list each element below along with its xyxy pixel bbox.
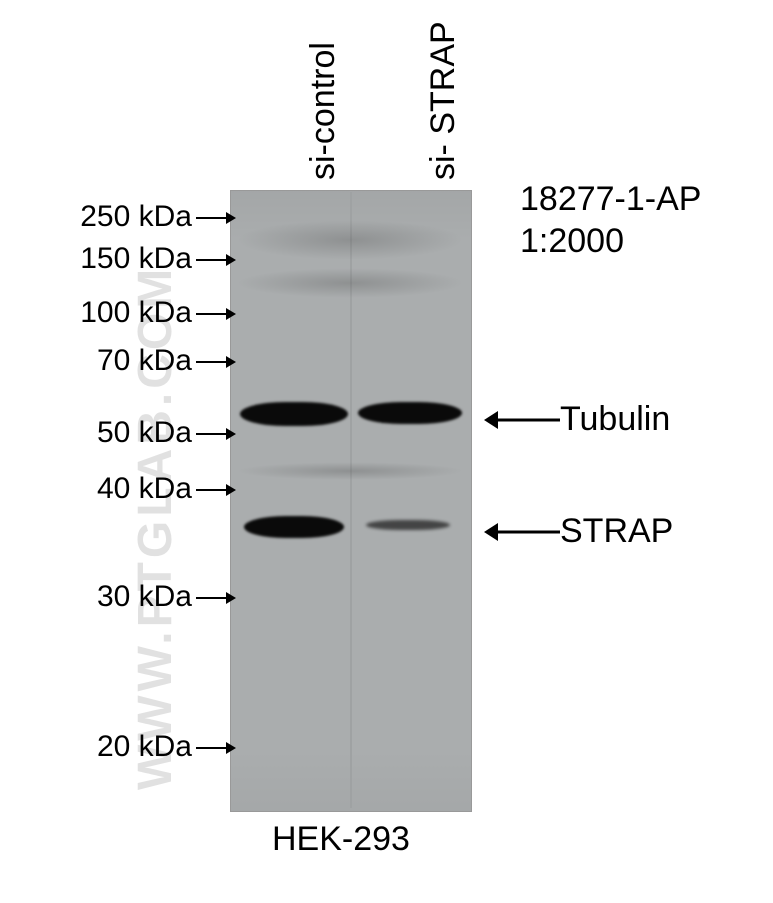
band-tubulin-kd <box>358 402 462 424</box>
smudge-3 <box>236 462 464 480</box>
mw-arrow-0 <box>196 208 238 228</box>
lane-label-control: si-control <box>304 42 343 180</box>
band-arrow-tubulin <box>484 406 562 434</box>
mw-label-5: 40 kDa <box>52 472 192 506</box>
band-strap-ctrl <box>244 516 344 538</box>
mw-label-6: 30 kDa <box>52 580 192 614</box>
figure-canvas: WWW.PTGLAB.COM si-control si- STRAP 1827… <box>0 0 773 903</box>
mw-label-0: 250 kDa <box>52 200 192 234</box>
mw-label-3: 70 kDa <box>52 344 192 378</box>
mw-label-2: 100 kDa <box>52 296 192 330</box>
mw-label-1: 150 kDa <box>52 242 192 276</box>
lane-label-strap: si- STRAP <box>424 21 463 180</box>
band-label-strap: STRAP <box>560 512 673 551</box>
smudge-2 <box>236 268 464 298</box>
mw-label-7: 20 kDa <box>52 730 192 764</box>
smudge-1 <box>236 220 464 260</box>
catalog-number: 18277-1-AP <box>520 180 701 219</box>
mw-arrow-1 <box>196 250 238 270</box>
cell-line-label: HEK-293 <box>272 820 410 859</box>
band-tubulin-ctrl <box>240 402 348 426</box>
band-arrow-strap <box>484 518 562 546</box>
mw-label-4: 50 kDa <box>52 416 192 450</box>
mw-arrow-3 <box>196 352 238 372</box>
mw-arrow-2 <box>196 304 238 324</box>
mw-arrow-5 <box>196 480 238 500</box>
mw-arrow-4 <box>196 424 238 444</box>
dilution: 1:2000 <box>520 222 624 261</box>
band-strap-kd <box>366 520 450 530</box>
band-label-tubulin: Tubulin <box>560 400 670 439</box>
mw-arrow-6 <box>196 588 238 608</box>
mw-arrow-7 <box>196 738 238 758</box>
